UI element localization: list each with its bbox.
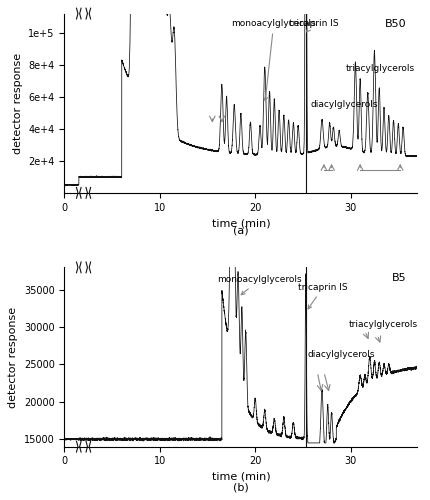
Y-axis label: detector response: detector response bbox=[13, 52, 23, 154]
Text: B50: B50 bbox=[385, 19, 407, 29]
Text: triacylglycerols: triacylglycerols bbox=[349, 320, 418, 329]
Text: monoacylglycerols: monoacylglycerols bbox=[217, 276, 302, 294]
X-axis label: time (min): time (min) bbox=[212, 472, 270, 482]
Text: (a): (a) bbox=[233, 225, 249, 235]
Text: (b): (b) bbox=[233, 482, 249, 492]
Text: diacylglycerols: diacylglycerols bbox=[310, 100, 378, 110]
Text: triacylglycerols: triacylglycerols bbox=[346, 64, 415, 72]
X-axis label: time (min): time (min) bbox=[212, 218, 270, 228]
Text: diacylglycerols: diacylglycerols bbox=[308, 350, 375, 359]
Text: B5: B5 bbox=[392, 273, 407, 283]
Text: tricaprin IS: tricaprin IS bbox=[289, 20, 338, 32]
Text: tricaprin IS: tricaprin IS bbox=[298, 283, 348, 309]
Text: monoacylglycerols: monoacylglycerols bbox=[231, 20, 316, 101]
Y-axis label: detector response: detector response bbox=[8, 306, 18, 408]
